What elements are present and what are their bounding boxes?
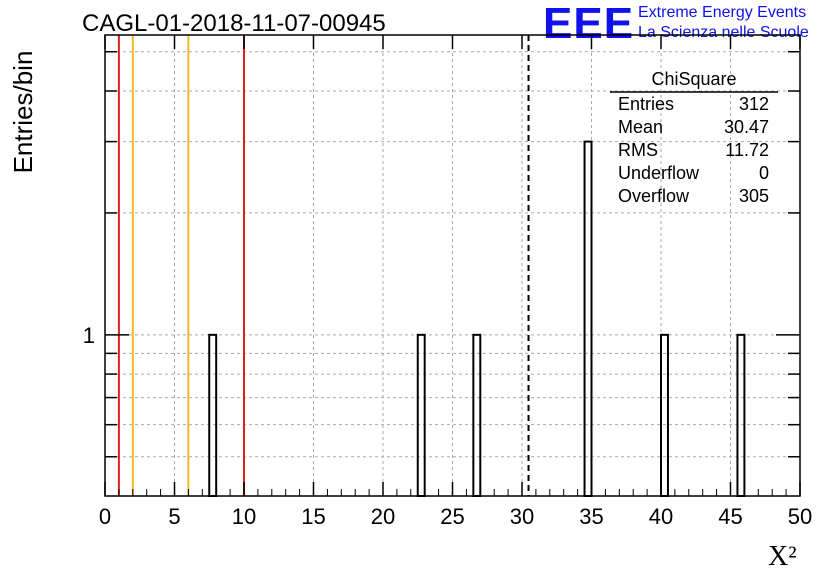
eee-logo: EEE <box>543 0 635 48</box>
stats-row-value: 0 <box>759 163 769 183</box>
y-axis-label: Entries/bin <box>8 51 38 174</box>
stats-row-label: Entries <box>618 94 674 114</box>
histogram-bar <box>660 333 669 497</box>
histogram-bar <box>472 333 482 497</box>
stats-row-value: 11.72 <box>725 140 769 160</box>
stats-box-title: ChiSquare <box>651 69 736 89</box>
stats-row-label: Underflow <box>618 163 700 183</box>
stats-row-value: 30.47 <box>724 117 769 137</box>
stats-row-label: RMS <box>618 140 658 160</box>
x-tick-label: 40 <box>649 504 673 529</box>
histogram-bar <box>416 333 426 497</box>
histogram-bar <box>736 333 746 497</box>
x-tick-label: 5 <box>168 504 180 529</box>
x-tick-label: 45 <box>718 504 742 529</box>
x-tick-label: 20 <box>371 504 395 529</box>
x-tick-label: 0 <box>99 504 111 529</box>
x-tick-label: 25 <box>440 504 464 529</box>
x-tick-label: 50 <box>788 504 812 529</box>
logo-line-2: La Scienza nelle Scuole <box>638 24 809 41</box>
y-tick-label: 1 <box>83 323 95 348</box>
x-tick-label: 35 <box>579 504 603 529</box>
stats-row-value: 312 <box>739 94 769 114</box>
stats-row-label: Overflow <box>618 186 690 206</box>
histogram-bar <box>583 140 593 497</box>
x-tick-label: 15 <box>301 504 325 529</box>
logo-line-1: Extreme Energy Events <box>638 4 807 21</box>
x-axis-label: X² <box>768 541 797 572</box>
histogram-bar <box>208 333 218 497</box>
x-tick-label: 30 <box>510 504 534 529</box>
chart-title: CAGL-01-2018-11-07-00945 <box>82 10 386 37</box>
x-tick-label: 10 <box>232 504 256 529</box>
stats-row-value: 305 <box>739 186 769 206</box>
stats-row-label: Mean <box>618 117 663 137</box>
